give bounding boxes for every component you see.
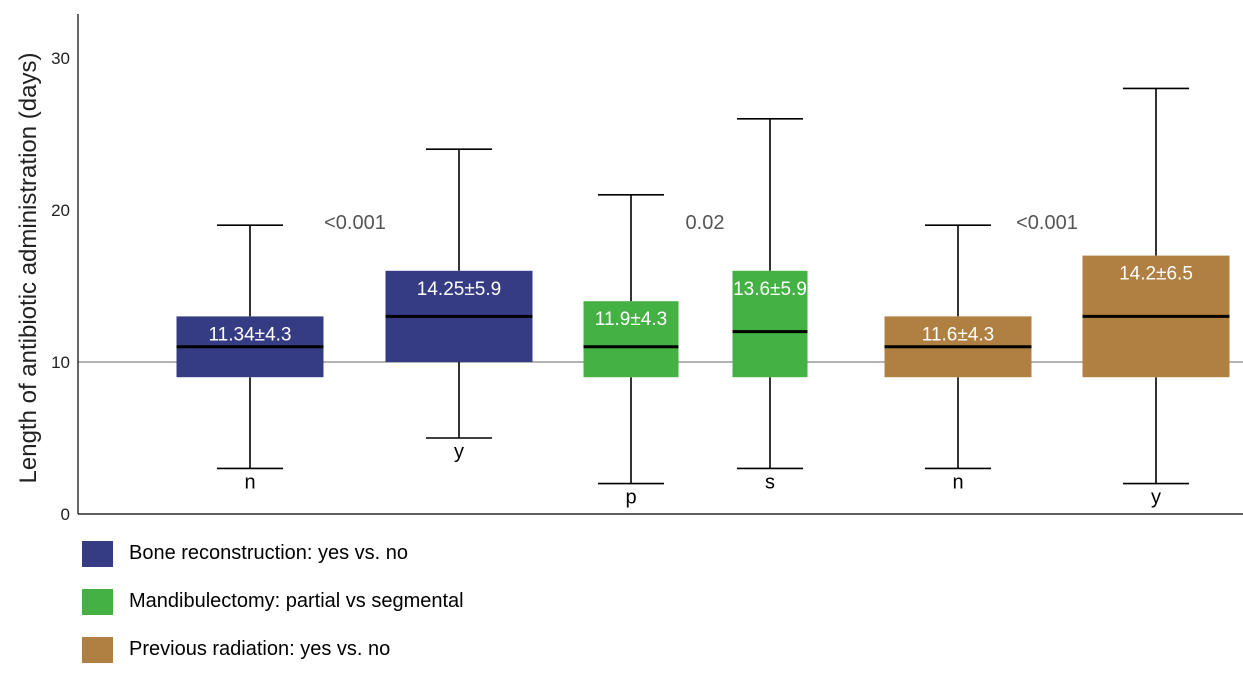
- box-0-y: 14.25±5.9 y: [385, 148, 533, 463]
- legend-swatch-bone-reconstruction: [82, 541, 113, 567]
- box-2-y: 14.2±6.5 y: [1082, 87, 1230, 509]
- box-iqr: [583, 301, 679, 378]
- y-tick-label: 30: [51, 49, 70, 68]
- box-1-p: 11.9±4.3 p: [583, 194, 679, 509]
- legend-swatch-mandibulectomy: [82, 589, 113, 615]
- box-value-label: 13.6±5.9: [733, 279, 807, 300]
- box-value-label: 11.34±4.3: [209, 324, 292, 345]
- box-2-n: 11.6±4.3 n: [884, 224, 1032, 493]
- y-tick-label: 0: [61, 505, 70, 524]
- p-value-label: 0.02: [686, 212, 725, 234]
- legend-swatch-previous-radiation: [82, 637, 113, 663]
- box-value-label: 14.25±5.9: [417, 279, 501, 300]
- legend-label-mandibulectomy: Mandibulectomy: partial vs segmental: [129, 590, 464, 612]
- box-value-label: 11.9±4.3: [595, 309, 667, 330]
- box-0-n: 11.34±4.3 n: [176, 224, 324, 493]
- box-iqr: [732, 270, 808, 378]
- category-label: p: [625, 487, 636, 509]
- boxes-layer: 11.34±4.3 n 14.25±5.9 y 11.9±4.3 p 13.6±5.9 s 11…: [176, 87, 1230, 509]
- p-values-layer: <0.001 0.02 <0.001: [324, 212, 1078, 234]
- category-label: n: [244, 471, 255, 493]
- y-tick-label: 10: [51, 353, 70, 372]
- category-label: y: [454, 441, 464, 463]
- boxplot-chart: 0 10 20 30 Length of antibiotic administrat…: [15, 14, 1243, 524]
- y-tick-labels: 0 10 20 30: [51, 49, 70, 524]
- legend-label-previous-radiation: Previous radiation: yes vs. no: [129, 638, 391, 660]
- legend-label-bone-reconstruction: Bone reconstruction: yes vs. no: [129, 542, 409, 564]
- box-1-s: 13.6±5.9 s: [732, 118, 808, 493]
- y-axis-title: Length of antibiotic administration (day…: [15, 53, 42, 484]
- box-value-label: 11.6±4.3: [922, 324, 994, 345]
- category-label: s: [765, 471, 775, 493]
- box-value-label: 14.2±6.5: [1119, 264, 1193, 285]
- category-label: y: [1151, 487, 1161, 509]
- y-tick-label: 20: [51, 201, 70, 220]
- category-label: n: [952, 471, 963, 493]
- p-value-label: <0.001: [1016, 212, 1078, 234]
- p-value-label: <0.001: [324, 212, 386, 234]
